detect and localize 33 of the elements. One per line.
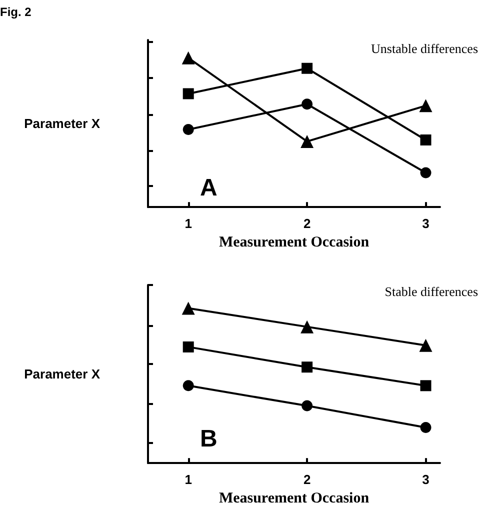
annotation: B [200, 426, 218, 452]
point [302, 98, 313, 110]
caption: Fig. 2 [0, 5, 32, 19]
point [419, 99, 432, 112]
y-axis-title: Parameter X [24, 116, 100, 132]
point [302, 400, 313, 412]
text: Stable differences [384, 284, 478, 299]
y-axis-title: Parameter X [24, 366, 100, 382]
x-tick-label: 3 [422, 216, 430, 232]
x-tick-label: 2 [303, 216, 311, 232]
point [182, 124, 194, 136]
x-tick-label: 2 [303, 472, 311, 488]
point [420, 134, 432, 146]
point [182, 88, 194, 100]
point [182, 51, 195, 64]
point [182, 380, 194, 392]
annotation: A [200, 174, 218, 202]
point [302, 62, 313, 74]
point [300, 134, 314, 148]
point [302, 362, 313, 373]
point [300, 320, 314, 334]
point [182, 302, 195, 315]
x-tick-label: 1 [184, 472, 192, 488]
x-axis-title: Measurement Occasion [218, 234, 370, 250]
point [420, 422, 432, 433]
point [182, 341, 194, 352]
text: Unstable differences [371, 41, 478, 56]
x-axis-title: Measurement Occasion [218, 490, 370, 506]
point [420, 167, 432, 178]
x-tick-label: 1 [184, 216, 192, 232]
point [420, 380, 432, 392]
point [419, 338, 432, 352]
x-tick-label: 3 [422, 472, 430, 488]
